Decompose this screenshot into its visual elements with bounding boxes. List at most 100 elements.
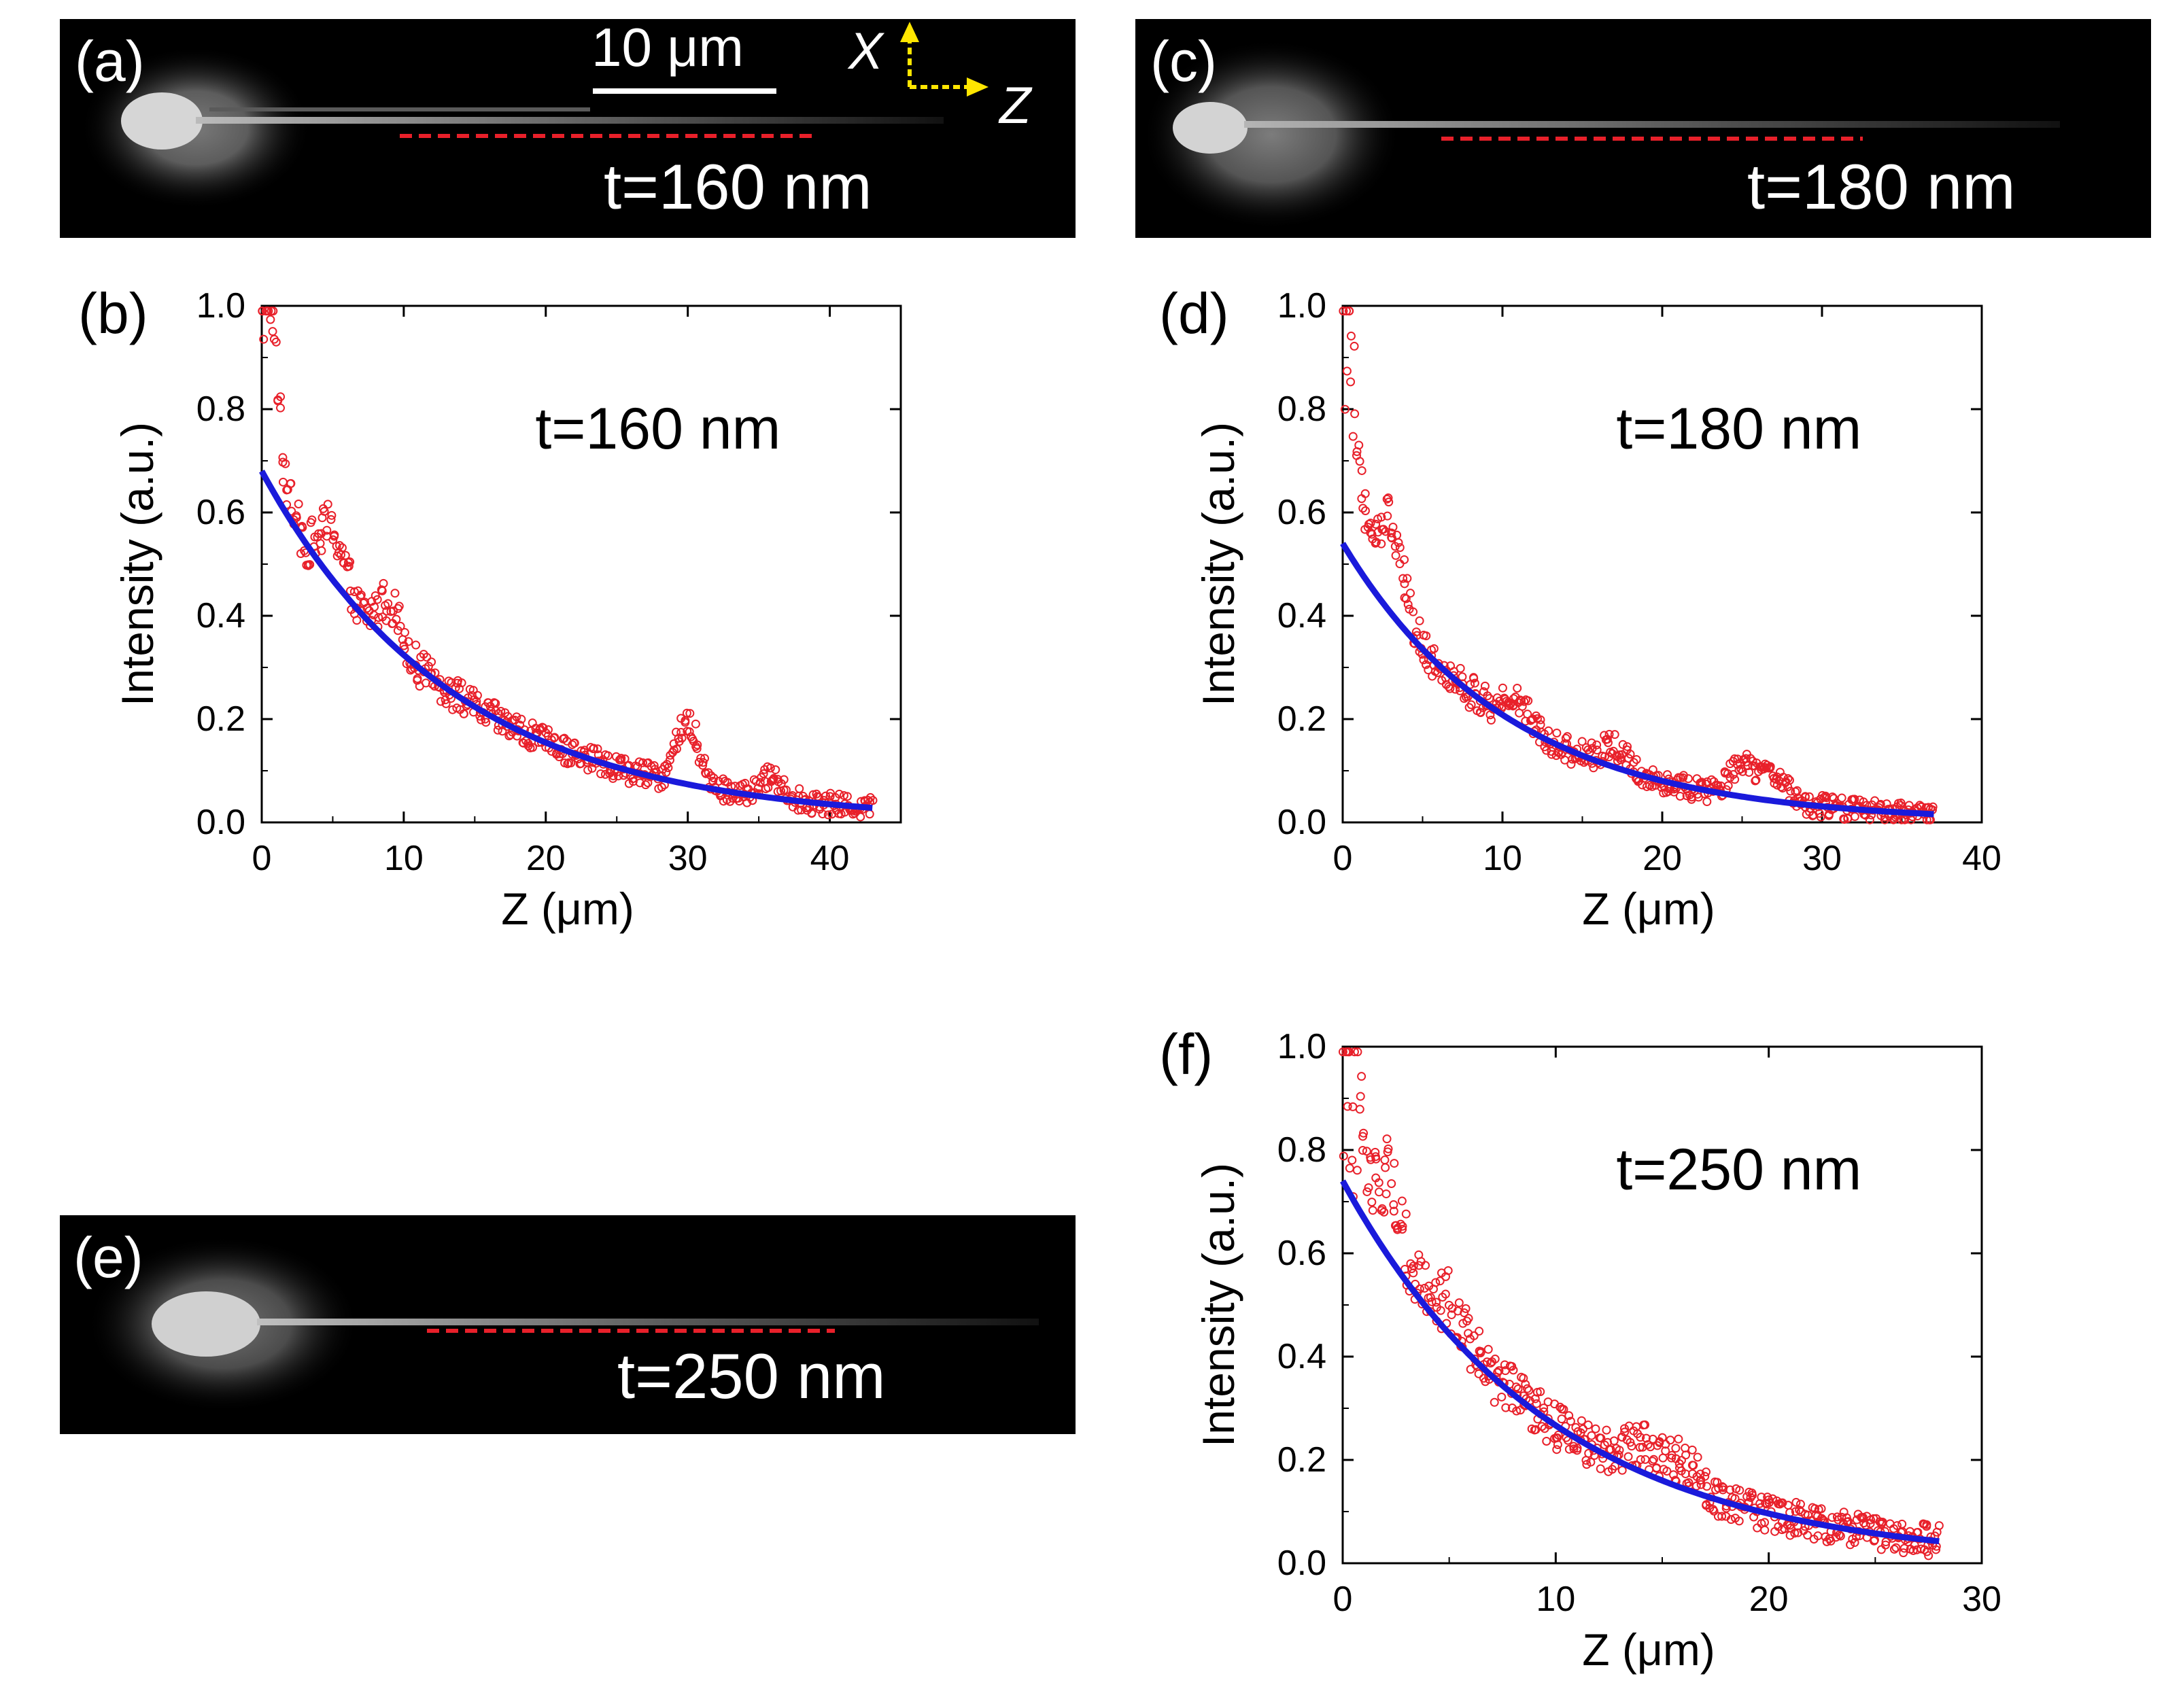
data-point	[427, 657, 436, 667]
data-point	[264, 307, 273, 316]
data-point	[1431, 1278, 1441, 1287]
data-point	[856, 812, 865, 822]
data-point	[1899, 1544, 1909, 1553]
data-point	[1524, 696, 1533, 705]
data-point	[1395, 543, 1405, 553]
x-tick-label: 40	[810, 839, 850, 878]
data-point	[834, 789, 844, 799]
data-point	[583, 765, 593, 775]
data-point	[258, 307, 267, 316]
data-point	[356, 590, 366, 599]
y-tick-label: 0.4	[1277, 596, 1326, 635]
data-point	[278, 477, 288, 487]
data-point	[1469, 674, 1479, 683]
data-point	[1671, 1444, 1681, 1453]
data-point	[700, 754, 709, 763]
y-axis-label: Intensity (a.u.)	[1193, 1163, 1243, 1447]
data-point	[795, 784, 804, 793]
data-point	[1627, 1442, 1636, 1451]
data-point	[1435, 1276, 1445, 1286]
data-point	[305, 560, 315, 570]
data-point	[566, 759, 576, 768]
panel-label-a: (a)	[75, 29, 145, 93]
data-point	[383, 599, 393, 608]
data-point	[1375, 1187, 1384, 1197]
x-tick-label: 0	[1333, 839, 1353, 878]
data-point	[1589, 763, 1598, 773]
data-point	[1409, 1268, 1418, 1278]
y-axis-label: Intensity (a.u.)	[1193, 422, 1243, 706]
thickness-label-c: t=180 nm	[1747, 151, 2016, 222]
data-point	[1409, 607, 1418, 616]
data-point	[641, 780, 651, 790]
y-tick-label: 1.0	[196, 286, 245, 326]
data-point	[1816, 812, 1825, 822]
x-tick-label: 40	[1962, 839, 2001, 878]
data-point	[1817, 1504, 1826, 1514]
x-tick-label: 20	[1749, 1580, 1789, 1619]
data-point	[685, 709, 695, 718]
scatter-series	[258, 307, 878, 822]
data-point	[1346, 377, 1356, 387]
data-point	[1511, 1382, 1521, 1392]
chart-f: (f) 0 10 20 30 0.0 0.2 0.4 0.6 0.8 1.0 Z (μm) Intens…	[1159, 1022, 2001, 1675]
y-tick-label: 0.8	[1277, 1130, 1326, 1170]
data-point	[1454, 1298, 1464, 1308]
data-point	[603, 751, 613, 761]
data-point	[1396, 1219, 1405, 1229]
y-tick-label: 0.0	[196, 803, 245, 842]
data-point	[1347, 1155, 1357, 1165]
x-tick-label: 10	[1483, 839, 1522, 878]
data-point	[1587, 1431, 1596, 1440]
data-point	[317, 546, 326, 555]
data-point	[1358, 1132, 1368, 1141]
data-point	[714, 776, 723, 786]
data-point	[266, 315, 275, 324]
data-point	[1729, 770, 1738, 780]
data-point	[1889, 1544, 1899, 1554]
data-point	[1636, 1455, 1645, 1465]
data-point	[1474, 1369, 1483, 1378]
data-point	[1364, 1183, 1373, 1192]
data-point	[760, 765, 770, 774]
waveguide-image-c	[1142, 39, 2060, 230]
data-point	[1374, 1178, 1383, 1187]
data-point	[1387, 1179, 1396, 1188]
data-point	[543, 725, 553, 735]
data-point	[1785, 1531, 1795, 1540]
data-point	[1778, 1498, 1787, 1507]
data-point	[842, 792, 852, 801]
data-point	[1358, 504, 1368, 513]
data-point	[1345, 1164, 1354, 1173]
data-point	[1623, 1452, 1633, 1461]
data-point	[1658, 1453, 1668, 1463]
data-point	[436, 697, 445, 706]
data-point	[1355, 1104, 1364, 1114]
data-point	[1904, 801, 1914, 810]
data-point	[1420, 1283, 1429, 1293]
data-point	[1735, 1486, 1744, 1495]
data-point	[314, 529, 324, 538]
data-point	[259, 334, 269, 344]
data-point	[326, 515, 336, 524]
guided-beam-upper	[209, 107, 590, 111]
data-point	[1844, 1517, 1853, 1527]
scatter-series	[1339, 307, 1938, 824]
data-point	[1509, 1365, 1518, 1375]
data-point	[766, 763, 775, 773]
data-point	[1764, 1495, 1774, 1505]
data-point	[1928, 802, 1938, 812]
data-point	[1371, 538, 1380, 548]
fit-curve	[1340, 1179, 1940, 1545]
data-point	[1403, 599, 1413, 609]
data-point	[793, 805, 803, 815]
data-point	[1390, 1159, 1399, 1168]
y-tick-label: 1.0	[1277, 1027, 1326, 1066]
data-point	[1696, 1480, 1706, 1489]
data-point	[411, 640, 421, 650]
data-point	[825, 792, 835, 801]
data-point	[1751, 776, 1760, 786]
guided-beam	[1244, 121, 2060, 128]
data-point	[1924, 1551, 1933, 1561]
x-tick-label: 30	[1802, 839, 1842, 878]
